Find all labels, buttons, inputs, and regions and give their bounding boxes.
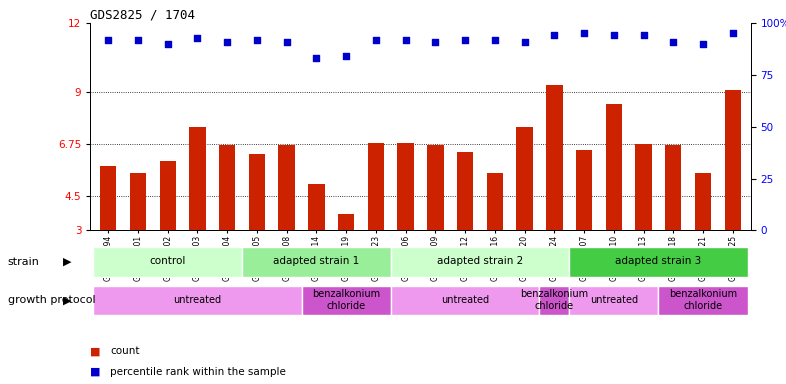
- Point: [696, 41, 709, 47]
- Bar: [695, 173, 711, 230]
- Point: [399, 36, 412, 43]
- Bar: [391, 247, 569, 277]
- Text: adapted strain 3: adapted strain 3: [615, 257, 702, 266]
- Bar: [130, 173, 146, 230]
- Bar: [391, 286, 539, 315]
- Bar: [189, 127, 206, 230]
- Text: untreated: untreated: [174, 295, 222, 305]
- Bar: [665, 145, 681, 230]
- Point: [161, 41, 174, 47]
- Text: benzalkonium
chloride: benzalkonium chloride: [520, 289, 589, 311]
- Bar: [242, 247, 391, 277]
- Text: GDS2825 / 1704: GDS2825 / 1704: [90, 9, 196, 22]
- Bar: [546, 85, 563, 230]
- Bar: [569, 286, 659, 315]
- Bar: [302, 286, 391, 315]
- Text: benzalkonium
chloride: benzalkonium chloride: [669, 289, 737, 311]
- Bar: [368, 143, 384, 230]
- Bar: [487, 173, 503, 230]
- Bar: [428, 145, 443, 230]
- Bar: [659, 286, 747, 315]
- Bar: [100, 166, 116, 230]
- Bar: [635, 144, 652, 230]
- Text: strain: strain: [8, 257, 40, 267]
- Point: [637, 32, 650, 38]
- Point: [102, 36, 115, 43]
- Bar: [576, 150, 593, 230]
- Point: [429, 39, 442, 45]
- Point: [489, 36, 501, 43]
- Point: [191, 35, 204, 41]
- Point: [667, 39, 680, 45]
- Point: [459, 36, 472, 43]
- Text: control: control: [149, 257, 186, 266]
- Bar: [94, 286, 302, 315]
- Text: adapted strain 2: adapted strain 2: [437, 257, 523, 266]
- Text: ■: ■: [90, 367, 101, 377]
- Point: [310, 55, 323, 61]
- Text: ▶: ▶: [63, 257, 71, 267]
- Bar: [539, 286, 569, 315]
- Bar: [94, 247, 242, 277]
- Text: ▶: ▶: [63, 295, 71, 305]
- Bar: [569, 247, 747, 277]
- Point: [369, 36, 382, 43]
- Text: benzalkonium
chloride: benzalkonium chloride: [312, 289, 380, 311]
- Text: ■: ■: [90, 346, 101, 356]
- Point: [518, 39, 531, 45]
- Text: count: count: [110, 346, 140, 356]
- Bar: [308, 184, 325, 230]
- Bar: [338, 214, 354, 230]
- Bar: [725, 90, 741, 230]
- Bar: [219, 145, 235, 230]
- Bar: [278, 145, 295, 230]
- Point: [221, 39, 233, 45]
- Point: [281, 39, 293, 45]
- Point: [251, 36, 263, 43]
- Bar: [160, 161, 176, 230]
- Text: growth protocol: growth protocol: [8, 295, 95, 305]
- Bar: [516, 127, 533, 230]
- Point: [578, 30, 590, 36]
- Text: untreated: untreated: [590, 295, 638, 305]
- Point: [548, 32, 560, 38]
- Bar: [398, 143, 413, 230]
- Point: [726, 30, 739, 36]
- Point: [340, 53, 352, 59]
- Bar: [606, 104, 622, 230]
- Text: percentile rank within the sample: percentile rank within the sample: [110, 367, 286, 377]
- Point: [132, 36, 145, 43]
- Bar: [248, 154, 265, 230]
- Point: [608, 32, 620, 38]
- Bar: [457, 152, 473, 230]
- Text: untreated: untreated: [441, 295, 489, 305]
- Text: adapted strain 1: adapted strain 1: [274, 257, 359, 266]
